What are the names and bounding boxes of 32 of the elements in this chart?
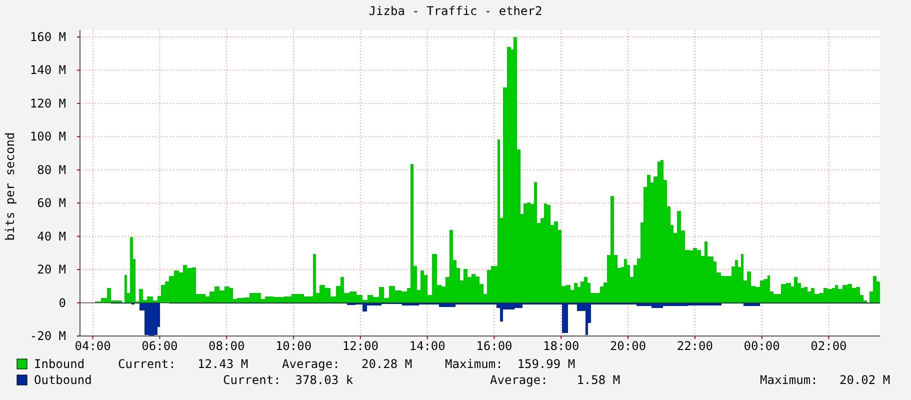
x-tick-label: 10:00 xyxy=(275,339,312,353)
text: Maximum: 20.02 M xyxy=(760,373,890,387)
y-tick-label: 140 M xyxy=(30,63,66,78)
y-tick-label: 100 M xyxy=(30,130,66,144)
x-tick-label: 18:00 xyxy=(543,339,580,353)
y-tick-label: 20 M xyxy=(37,262,66,277)
text: Average: 20.28 M xyxy=(282,357,412,371)
y-tick-label: 80 M xyxy=(37,162,66,177)
x-tick-label: 22:00 xyxy=(676,339,713,353)
x-tick-label: 16:00 xyxy=(476,339,512,353)
x-tick-label: 06:00 xyxy=(142,339,178,353)
x-tick-label: 20:00 xyxy=(610,339,646,353)
y-tick-label: 160 M xyxy=(30,30,66,44)
text: Maximum: 159.99 M xyxy=(445,357,576,371)
x-tick-label: 02:00 xyxy=(810,339,847,353)
x-tick-label: 08:00 xyxy=(208,339,245,353)
chart-title: Jizba - Traffic - ether2 xyxy=(368,4,542,18)
text: Current: 378.03 k xyxy=(223,373,354,387)
y-tick-label: 40 M xyxy=(37,229,66,244)
legend-label: Outbound xyxy=(34,373,92,387)
legend-label: Inbound xyxy=(34,357,85,371)
y-tick-label: 120 M xyxy=(30,96,66,110)
y-tick-label: -20 M xyxy=(30,329,66,343)
x-tick-label: 12:00 xyxy=(342,339,378,353)
y-axis-title: bits per second xyxy=(3,132,17,241)
x-tick-label: 14:00 xyxy=(409,339,446,353)
text: Current: 12.43 M xyxy=(118,357,248,371)
text: Average: 1.58 M xyxy=(490,373,620,387)
y-tick-label: 60 M xyxy=(37,196,66,210)
x-tick-label: 04:00 xyxy=(74,339,111,353)
y-tick-label: 0 xyxy=(58,296,66,310)
x-tick-label: 00:00 xyxy=(744,339,780,353)
